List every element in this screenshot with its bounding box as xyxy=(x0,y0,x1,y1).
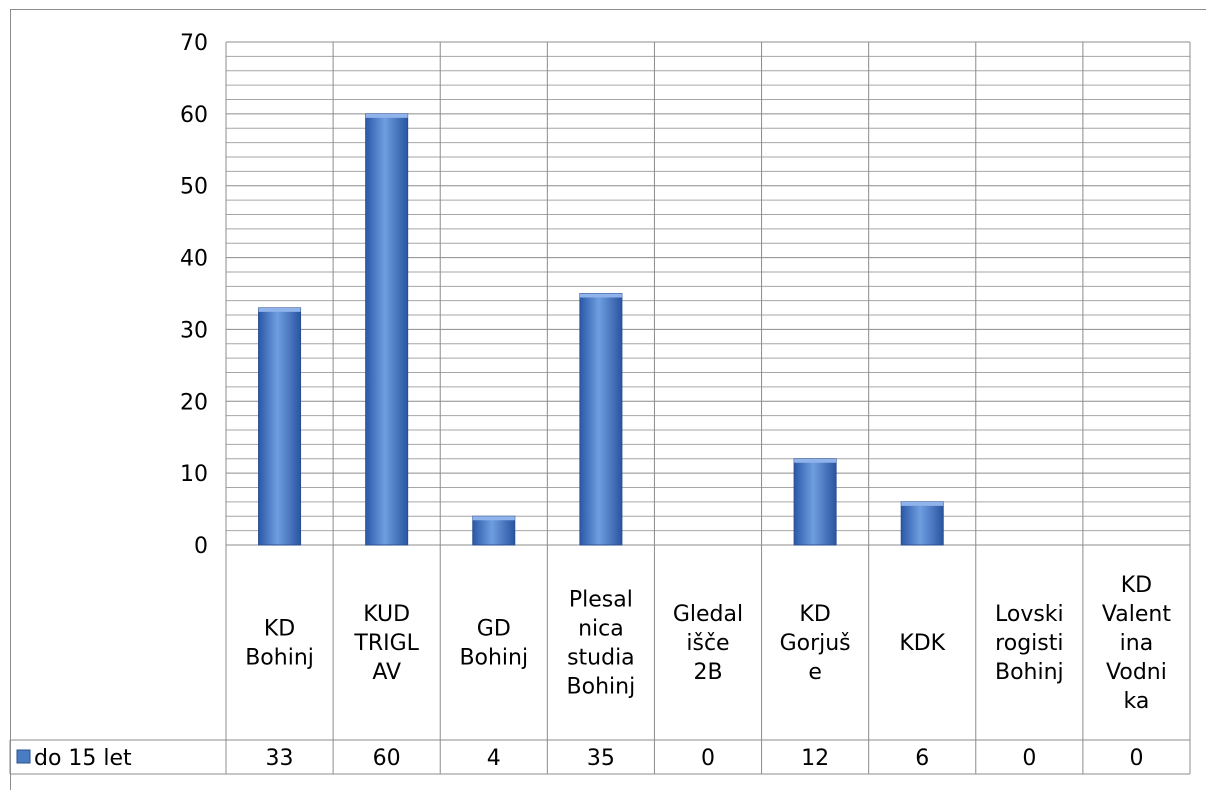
category-label: Lovski rogisti Bohinj xyxy=(995,602,1064,685)
data-table: KD Bohinj KUD TRIGL AV GD Bohinj Plesal nica stud… xyxy=(16,573,1171,771)
bar xyxy=(258,307,302,546)
y-tick-label: 20 xyxy=(180,390,208,415)
table-value: 60 xyxy=(373,746,401,771)
table-value: 6 xyxy=(915,746,929,771)
category-label: Gledal išče 2B xyxy=(673,602,743,685)
legend-swatch xyxy=(16,749,31,764)
category-label: GD Bohinj xyxy=(459,617,528,671)
bar-top xyxy=(365,113,408,118)
legend-label: do 15 let xyxy=(34,746,132,771)
category-label: KDK xyxy=(899,631,945,656)
y-tick-label: 50 xyxy=(180,175,208,200)
category-label: KUD TRIGL AV xyxy=(353,602,419,685)
bar-top xyxy=(901,501,944,506)
bar xyxy=(472,515,516,546)
chart-frame xyxy=(10,9,1206,790)
category-label: KD Bohinj xyxy=(245,617,314,671)
y-tick-label: 0 xyxy=(194,534,208,559)
table-value: 35 xyxy=(587,746,615,771)
y-axis-ticks: 0 10 20 30 40 50 60 70 xyxy=(180,31,208,559)
category-label: Plesal nica studia Bohinj xyxy=(567,588,636,700)
table-value: 0 xyxy=(701,746,715,771)
bar xyxy=(365,113,409,546)
bars xyxy=(258,113,944,546)
bar-top xyxy=(579,293,622,298)
table-value: 0 xyxy=(1129,746,1143,771)
category-label: KD Valent ina Vodni ka xyxy=(1102,573,1171,714)
bar-top xyxy=(472,516,515,521)
bar xyxy=(900,501,944,546)
table-value: 4 xyxy=(487,746,501,771)
table-value: 33 xyxy=(266,746,294,771)
bar xyxy=(579,293,623,546)
y-tick-label: 30 xyxy=(180,318,208,343)
table-value: 12 xyxy=(801,746,829,771)
bar-top xyxy=(794,458,837,463)
y-tick-label: 40 xyxy=(180,247,208,272)
y-tick-label: 70 xyxy=(180,31,208,56)
table-value: 0 xyxy=(1022,746,1036,771)
y-tick-label: 60 xyxy=(180,103,208,128)
bar-top xyxy=(258,307,301,312)
category-label: KD Gorjuš e xyxy=(780,602,851,685)
bar xyxy=(793,458,837,546)
y-tick-label: 10 xyxy=(180,462,208,487)
